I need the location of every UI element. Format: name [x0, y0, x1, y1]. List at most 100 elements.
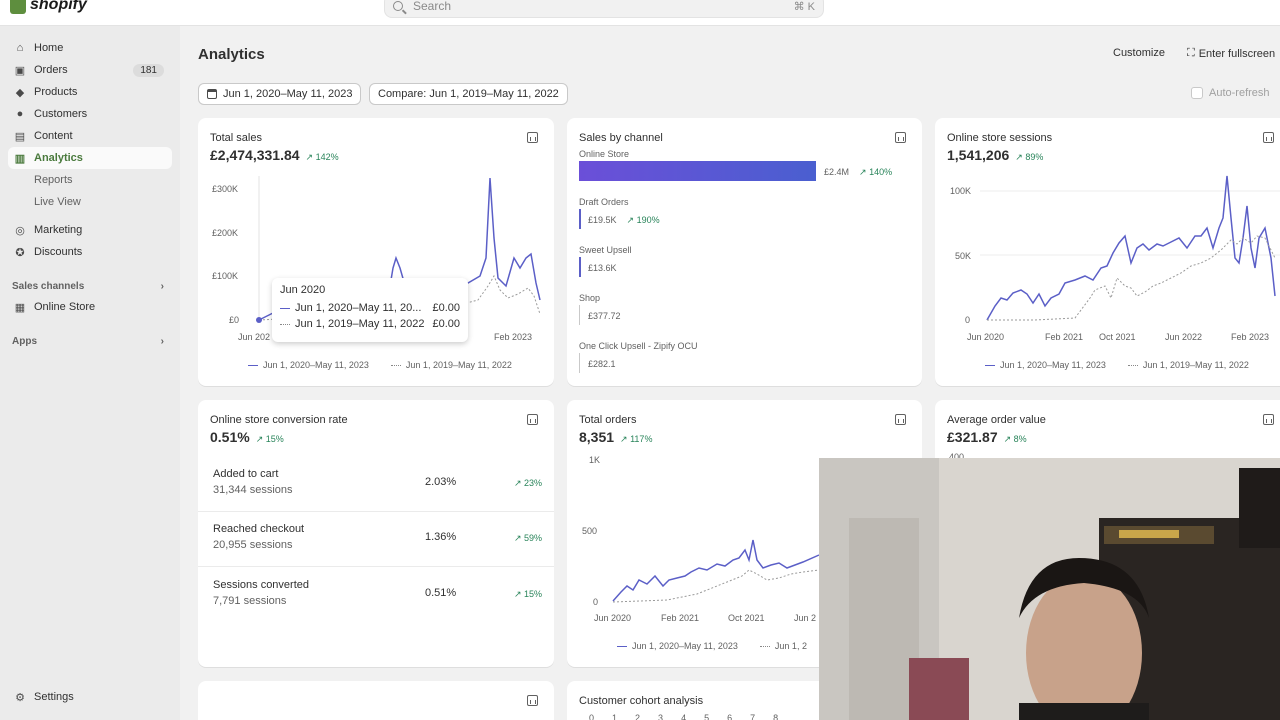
- sidebar-item-analytics[interactable]: ▥ Analytics: [8, 147, 172, 169]
- sales-channels-header[interactable]: Sales channels ›: [12, 281, 164, 292]
- value-text: £377.72: [588, 311, 621, 321]
- card-metric: 1,541,206 ↗ 89%: [947, 147, 1043, 163]
- autorefresh-toggle[interactable]: Auto-refresh: [1191, 87, 1270, 99]
- channel-bar[interactable]: [579, 161, 816, 181]
- x-tick: Feb 2023: [1231, 332, 1270, 342]
- cohort-col: 5: [704, 713, 710, 720]
- channel-bar[interactable]: [579, 305, 580, 325]
- chart-tooltip: Jun 2020 Jun 1, 2020–May 11, 20... £0.00…: [272, 278, 468, 342]
- person-icon: ●: [16, 108, 24, 120]
- channel-bar[interactable]: [579, 353, 580, 373]
- y-tick: 500: [582, 526, 598, 536]
- sidebar-item-label: Settings: [34, 691, 74, 703]
- search-input[interactable]: Search ⌘ K: [384, 0, 824, 18]
- legend-swatch: [280, 323, 290, 325]
- chart-icon[interactable]: [527, 414, 538, 425]
- tooltip-value: £0.00: [432, 302, 460, 314]
- channel-value: £377.72: [588, 311, 621, 321]
- legend-label: Jun 1, 2020–May 11, 2023: [263, 360, 369, 370]
- date-range-label: Jun 1, 2020–May 11, 2023: [223, 88, 353, 100]
- sidebar-item-label: Analytics: [34, 152, 83, 164]
- cohort-col: 0: [589, 713, 595, 720]
- tooltip-row: Jun 1, 2020–May 11, 20... £0.00: [280, 302, 460, 314]
- sidebar-item-content[interactable]: ▤ Content: [8, 125, 172, 147]
- x-tick: Jun 2: [794, 613, 817, 623]
- current-series-line: [986, 175, 1276, 321]
- metric-change: ↗ 8%: [1003, 434, 1027, 444]
- change-text: ↗ 140%: [859, 167, 893, 177]
- fullscreen-button[interactable]: ⛶ Enter fullscreen: [1187, 47, 1275, 60]
- change-value: 190%: [636, 215, 660, 225]
- chart-icon[interactable]: [895, 414, 906, 425]
- legend-swatch: [1127, 365, 1138, 367]
- channel-name: Draft Orders: [579, 197, 629, 207]
- tooltip-label: Jun 1, 2020–May 11, 20...: [295, 302, 422, 314]
- sidebar-item-settings[interactable]: ⚙ Settings: [8, 686, 172, 708]
- hover-point: [256, 317, 262, 323]
- y-tick: 50K: [955, 251, 972, 261]
- value-text: £282.1: [588, 359, 616, 369]
- legend-item[interactable]: Jun 1, 2019–May 11, 2022: [1127, 360, 1249, 370]
- sidebar-item-orders[interactable]: ▣ Orders 181: [8, 59, 172, 81]
- card-title: Average order value: [947, 414, 1046, 426]
- chart-legend: Jun 1, 2020–May 11, 2023 Jun 1, 2019–May…: [248, 360, 512, 370]
- value-text: £19.5K: [588, 215, 617, 225]
- chart-icon[interactable]: [527, 132, 538, 143]
- tag-icon: ◆: [15, 86, 25, 99]
- metric-change: ↗ 89%: [1015, 152, 1044, 162]
- metric-value: £2,474,331.84: [210, 147, 300, 163]
- legend-item[interactable]: Jun 1, 2020–May 11, 2023: [248, 360, 369, 370]
- sidebar-item-products[interactable]: ◆ Products: [8, 81, 172, 103]
- apps-header[interactable]: Apps ›: [12, 336, 164, 347]
- x-tick: Oct 2021: [1099, 332, 1136, 342]
- legend-swatch: [280, 307, 290, 309]
- sidebar-item-customers[interactable]: ● Customers: [8, 103, 172, 125]
- sidebar-item-live-view[interactable]: Live View: [8, 191, 172, 213]
- legend-swatch: [617, 646, 627, 648]
- legend-item[interactable]: Jun 1, 2019–May 11, 2022: [390, 360, 512, 370]
- legend-item[interactable]: Jun 1, 2020–May 11, 2023: [985, 360, 1106, 370]
- chart-icon[interactable]: [895, 132, 906, 143]
- fullscreen-label: Enter fullscreen: [1198, 47, 1276, 60]
- sidebar-item-home[interactable]: ⌂ Home: [8, 37, 172, 59]
- sidebar-item-reports[interactable]: Reports: [8, 169, 172, 191]
- date-range-button[interactable]: Jun 1, 2020–May 11, 2023: [198, 83, 362, 105]
- shopify-logo[interactable]: shopify: [10, 0, 87, 14]
- x-tick: Jun 2022: [1165, 332, 1203, 342]
- compare-series-line: [987, 235, 1276, 321]
- channel-bar[interactable]: [579, 209, 581, 229]
- chart-legend: Jun 1, 2020–May 11, 2023 Jun 1, 2019–May…: [985, 360, 1249, 370]
- sidebar-item-online-store[interactable]: ▦ Online Store: [8, 296, 172, 318]
- compare-series-line: [612, 569, 820, 603]
- chevron-right-icon: ›: [160, 336, 164, 347]
- autorefresh-checkbox[interactable]: [1191, 87, 1203, 99]
- sidebar-item-label: Home: [34, 42, 64, 54]
- legend-swatch: [390, 365, 401, 367]
- card-metric: 8,351 ↗ 117%: [579, 429, 652, 445]
- sidebar-item-label: Customers: [34, 108, 88, 120]
- legend-item[interactable]: Jun 1, 2: [759, 641, 807, 651]
- x-tick: Jun 202: [238, 332, 271, 342]
- channel-bar[interactable]: [579, 257, 581, 277]
- cohort-col: 8: [773, 713, 779, 720]
- card-title: Online store conversion rate: [210, 414, 348, 426]
- sidebar-item-marketing[interactable]: ◎ Marketing: [8, 219, 172, 241]
- chart-icon[interactable]: [1263, 132, 1274, 143]
- sales-channels-label: Sales channels: [12, 281, 85, 292]
- gear-icon: ⚙: [15, 691, 25, 704]
- change-value: 15%: [524, 589, 543, 599]
- chart-icon[interactable]: [527, 695, 538, 706]
- row-change: ↗ 15%: [514, 589, 543, 599]
- tooltip-row: Jun 1, 2019–May 11, 2022 £0.00: [280, 318, 460, 330]
- sidebar-item-label: Online Store: [34, 301, 96, 313]
- legend-item[interactable]: Jun 1, 2020–May 11, 2023: [617, 641, 738, 651]
- sales-by-channel-card: Sales by channel Online Store £2.4M ↗ 14…: [567, 118, 922, 386]
- metric-value: 0.51%: [210, 429, 250, 445]
- card-title: Total orders: [579, 414, 637, 426]
- compare-button[interactable]: Compare: Jun 1, 2019–May 11, 2022: [369, 83, 568, 105]
- customize-button[interactable]: Customize: [1113, 47, 1165, 59]
- chart-icon[interactable]: [1263, 414, 1274, 425]
- sidebar: ⌂ Home ▣ Orders 181 ◆ Products ● Custome…: [0, 26, 180, 720]
- sidebar-item-discounts[interactable]: ✪ Discounts: [8, 241, 172, 263]
- change-value: 8%: [1013, 434, 1027, 444]
